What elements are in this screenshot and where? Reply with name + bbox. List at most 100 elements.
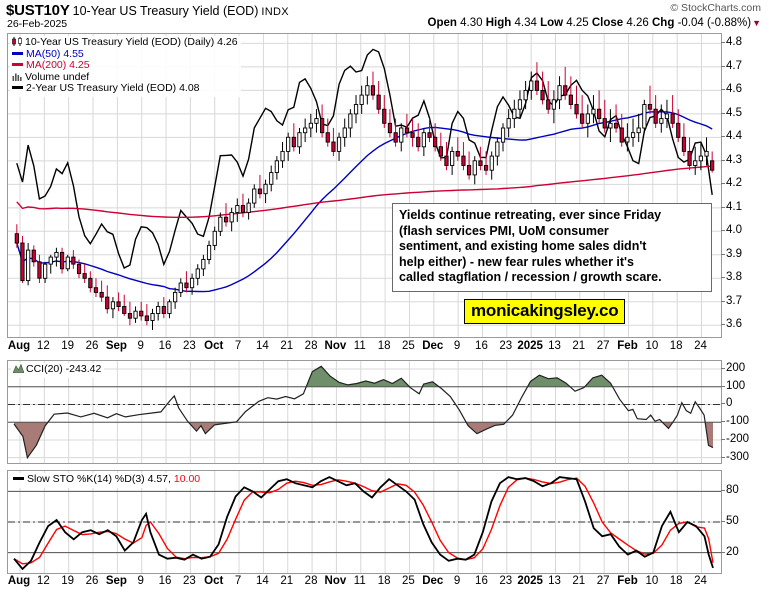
high-label: High bbox=[485, 17, 512, 29]
annotation-line-2: (flash services PMI, UoM consumer bbox=[399, 223, 609, 238]
x-axis-tick: Nov bbox=[324, 340, 347, 352]
x-axis-tick: 19 bbox=[61, 340, 75, 352]
legend-row-sto: Slow STO %K(14) %D(3) 4.57, 10.00 bbox=[13, 473, 201, 486]
x-axis-tick: 21 bbox=[572, 575, 586, 587]
x-axis-tick: 21 bbox=[280, 575, 294, 587]
area-icon bbox=[12, 363, 25, 374]
y-axis-tick: 0 bbox=[726, 397, 733, 410]
y-axis-tick: 3.8 bbox=[726, 271, 742, 284]
instrument-name: 10-Year US Treasury Yield (EOD) bbox=[72, 4, 259, 18]
y-axis-tick: 3.6 bbox=[726, 318, 742, 331]
legend-row-cci: CCI(20) -243.42 bbox=[12, 363, 102, 376]
y-axis-tick: 4.0 bbox=[726, 224, 742, 237]
x-axis-tick: 26 bbox=[85, 340, 99, 352]
high-value: 4.34 bbox=[514, 17, 537, 29]
y-axis-tick: 20 bbox=[726, 545, 739, 558]
x-axis-tick: 14 bbox=[255, 575, 269, 587]
x-axis-tick: Dec bbox=[422, 575, 444, 587]
x-axis-tick: 16 bbox=[158, 340, 172, 352]
x-axis-tick: Aug bbox=[7, 340, 31, 352]
line-swatch-red-icon bbox=[12, 63, 23, 67]
x-axis-tick: Oct bbox=[204, 575, 224, 587]
y-axis-tick: 50 bbox=[726, 515, 739, 527]
close-value: 4.26 bbox=[626, 17, 649, 29]
y-axis-tick: 4.3 bbox=[726, 153, 742, 166]
x-axis-tick: Dec bbox=[422, 340, 444, 352]
y-axis-tick: 4.8 bbox=[726, 36, 742, 49]
x-axis-tick: 9 bbox=[137, 575, 144, 587]
x-axis-tick: 16 bbox=[158, 575, 172, 587]
legend-volume-label: Volume undef bbox=[25, 70, 90, 83]
volume-bars-icon bbox=[12, 72, 23, 81]
line-swatch-blue-icon bbox=[12, 51, 23, 55]
x-axis-tick: Feb bbox=[617, 575, 638, 587]
x-axis-tick: 28 bbox=[304, 575, 318, 587]
legend-cci-label: CCI(20) -243.42 bbox=[26, 363, 102, 375]
x-axis-tick: 18 bbox=[669, 575, 683, 587]
x-axis-tick: 18 bbox=[669, 340, 683, 352]
y-axis-tick: -200 bbox=[726, 432, 750, 445]
x-axis-tick: 18 bbox=[377, 575, 391, 587]
y-axis-tick: 100 bbox=[726, 379, 746, 392]
y-axis-tick: 4.6 bbox=[726, 83, 742, 96]
x-axis-tick: 25 bbox=[402, 575, 415, 587]
x-axis-tick: Aug bbox=[7, 575, 31, 587]
candlestick-icon bbox=[12, 37, 23, 47]
x-axis-tick: 10 bbox=[645, 340, 659, 352]
x-axis-tick: 26 bbox=[85, 575, 99, 587]
x-axis-tick: 11 bbox=[353, 575, 366, 587]
x-axis-tick: 12 bbox=[36, 340, 50, 352]
open-label: Open bbox=[427, 17, 457, 29]
x-axis-tick: 14 bbox=[255, 340, 269, 352]
y-axis-tick: 4.2 bbox=[726, 177, 742, 190]
x-axis-tick: 9 bbox=[453, 575, 461, 587]
cci-y-axis: 200 100 0 -100 -200 -300 bbox=[721, 360, 767, 464]
slow-sto-legend: Slow STO %K(14) %D(3) 4.57, 10.00 bbox=[11, 473, 204, 488]
legend-row-ma50: MA(50) 4.55 bbox=[12, 48, 238, 61]
y-axis-tick: -100 bbox=[726, 415, 750, 428]
legend-sto-d-label: 10.00 bbox=[173, 473, 201, 485]
cci-panel[interactable] bbox=[7, 360, 722, 464]
x-axis-tick: 23 bbox=[182, 575, 196, 587]
line-swatch-black-icon bbox=[12, 86, 23, 90]
legend-row-volume: Volume undef bbox=[12, 70, 238, 84]
y-axis-tick: 3.7 bbox=[726, 294, 742, 307]
x-axis-tick: 19 bbox=[61, 575, 75, 587]
annotation-line-5: called stagflation / recession / growth … bbox=[399, 270, 662, 285]
x-axis-tick: 2025 bbox=[517, 575, 543, 587]
x-axis-tick: 27 bbox=[596, 340, 610, 352]
x-axis-tick: 13 bbox=[548, 340, 561, 352]
instrument-type: INDX bbox=[261, 6, 289, 18]
y-axis-tick: 4.5 bbox=[726, 106, 742, 119]
cci-plot bbox=[8, 361, 721, 463]
x-axis-tick: 9 bbox=[453, 340, 461, 352]
symbol-line: $UST10Y 10-Year US Treasury Yield (EOD) IN… bbox=[6, 2, 289, 20]
x-axis-tick: 10 bbox=[645, 575, 659, 587]
x-axis-tick: 27 bbox=[596, 575, 610, 587]
quote-date: 26-Feb-2025 bbox=[7, 18, 68, 30]
change-label: Chg bbox=[652, 17, 675, 29]
ticker-symbol: $UST10Y bbox=[6, 2, 70, 19]
annotation-line-1: Yields continue retreating, ever since F… bbox=[399, 208, 662, 222]
x-axis-tick: 21 bbox=[572, 340, 586, 352]
annotation-line-4: help either) - new fear rules whether it… bbox=[399, 254, 634, 269]
x-axis-tick: Feb bbox=[617, 340, 638, 352]
low-label: Low bbox=[540, 17, 564, 29]
x-axis-tick: 16 bbox=[475, 575, 488, 587]
x-axis-tick: 18 bbox=[377, 340, 391, 352]
cci-legend: CCI(20) -243.42 bbox=[11, 363, 105, 378]
legend-price-label: 10-Year US Treasury Yield (EOD) (Daily) … bbox=[25, 36, 238, 48]
stockcharts-credit: © StockCharts.com bbox=[670, 2, 761, 14]
close-label: Close bbox=[591, 17, 624, 29]
x-axis-tick: 12 bbox=[36, 575, 50, 587]
slow-sto-plot bbox=[8, 471, 721, 573]
price-legend: 10-Year US Treasury Yield (EOD) (Daily) … bbox=[10, 36, 241, 97]
y-axis-tick: 80 bbox=[726, 484, 739, 497]
legend-row-ma200: MA(200) 4.25 bbox=[12, 59, 238, 72]
x-axis-tick: 28 bbox=[304, 340, 318, 352]
low-value: 4.25 bbox=[566, 17, 589, 29]
x-axis-tick: 16 bbox=[475, 340, 488, 352]
x-axis-tick: Nov bbox=[324, 575, 347, 587]
chart-annotation-textbox: Yields continue retreating, ever since F… bbox=[392, 203, 712, 292]
